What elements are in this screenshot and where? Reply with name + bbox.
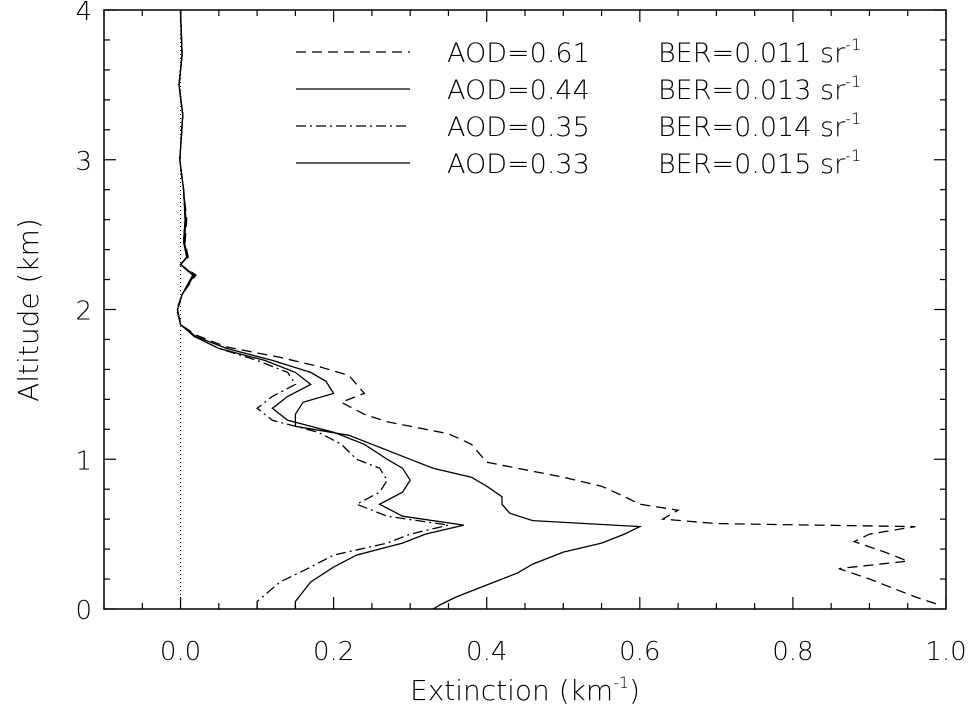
series-line-3 [176, 9, 449, 609]
legend: AOD=0.61 BER=0.011 sr-1 AOD=0.44 BER=0.013 … [296, 35, 861, 180]
x-tick-label: 0.2 [313, 637, 354, 667]
series-line-1 [176, 9, 939, 606]
x-tick-label: 1.0 [925, 637, 966, 667]
legend-ber-label: BER=0.011 sr-1 [658, 35, 861, 69]
legend-ber-label: BER=0.014 sr-1 [658, 109, 861, 143]
axis-tick-labels: 0.0 0.2 0.4 0.6 0.8 1.0 0 1 2 3 4 [75, 0, 966, 667]
x-tick-label: 0.6 [619, 637, 660, 667]
y-tick-label: 4 [75, 0, 92, 27]
legend-aod-label: AOD=0.33 [447, 149, 590, 180]
legend-aod-label: AOD=0.35 [447, 112, 590, 143]
y-tick-label: 0 [75, 596, 92, 626]
series-line-4 [176, 9, 464, 609]
x-axis-title: Extinction (km-1) [410, 673, 640, 707]
y-axis-title: Altitude (km) [12, 218, 45, 402]
series-line-2 [176, 9, 643, 610]
legend-aod-label: AOD=0.61 [447, 38, 590, 69]
y-tick-label: 2 [75, 297, 92, 327]
y-tick-label: 1 [75, 446, 92, 476]
axis-ticks [103, 9, 947, 610]
legend-aod-label: AOD=0.44 [447, 75, 590, 106]
y-tick-label: 3 [75, 147, 92, 177]
legend-ber-label: BER=0.013 sr-1 [658, 72, 861, 106]
x-tick-label: 0.4 [466, 637, 507, 667]
x-tick-label: 0.0 [160, 637, 201, 667]
legend-ber-label: BER=0.015 sr-1 [658, 146, 861, 180]
series-group [176, 9, 939, 610]
x-tick-label: 0.8 [772, 637, 813, 667]
